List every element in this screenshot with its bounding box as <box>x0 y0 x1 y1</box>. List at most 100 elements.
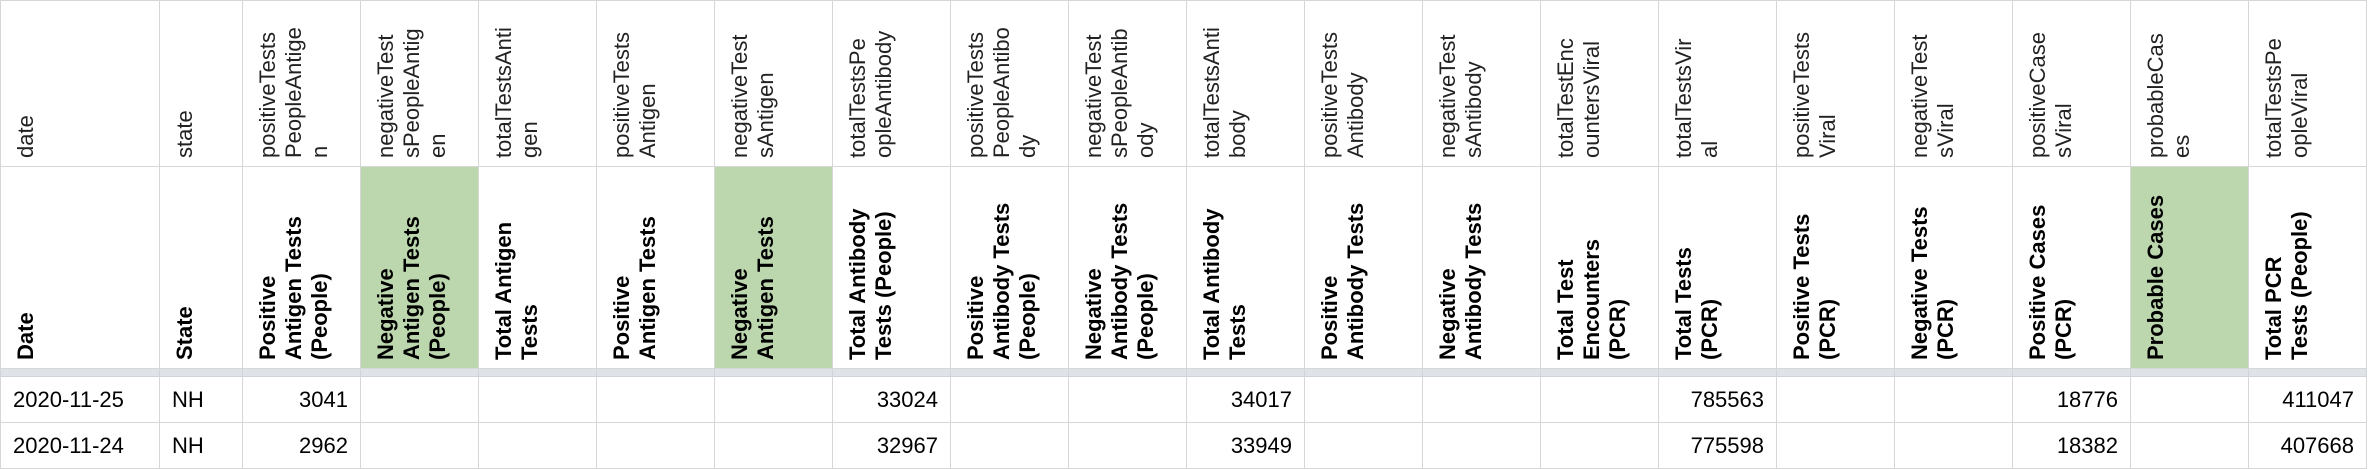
freeze-divider-cell <box>1894 368 2013 377</box>
column-label-cell[interactable]: Positive Antibody Tests <box>1304 166 1423 369</box>
table-cell[interactable] <box>478 376 597 423</box>
table-cell[interactable]: 2020-11-24 <box>0 422 160 469</box>
column-label-cell[interactable]: Negative Antigen Tests (People) <box>360 166 479 369</box>
freeze-divider-cell <box>2130 368 2249 377</box>
field-name-cell[interactable]: totalTestsAnti body <box>1186 0 1305 167</box>
freeze-divider-cell <box>950 368 1069 377</box>
freeze-divider-cell <box>0 368 160 377</box>
freeze-divider-cell <box>159 368 243 377</box>
column-label-cell[interactable]: Total PCR Tests (People) <box>2248 166 2367 369</box>
header-text: Positive Antigen Tests (People) <box>255 216 332 360</box>
field-name-cell[interactable]: state <box>159 0 243 167</box>
column-label-cell[interactable]: Negative Tests (PCR) <box>1894 166 2013 369</box>
field-name-cell[interactable]: date <box>0 0 160 167</box>
column-label-cell[interactable]: Negative Antibody Tests (People) <box>1068 166 1187 369</box>
table-cell[interactable] <box>1540 422 1659 469</box>
table-cell[interactable] <box>1776 376 1895 423</box>
field-name-cell[interactable]: positiveTests Viral <box>1776 0 1895 167</box>
field-name-cell[interactable]: totalTestsVir al <box>1658 0 1777 167</box>
table-cell[interactable]: 33024 <box>832 376 951 423</box>
field-name-cell[interactable]: negativeTest sPeopleAntib ody <box>1068 0 1187 167</box>
field-name-cell[interactable]: totalTestsPe opleAntibody <box>832 0 951 167</box>
field-name-cell[interactable]: positiveTests Antigen <box>596 0 715 167</box>
header-text: Total Antigen Tests <box>491 221 542 360</box>
table-cell[interactable]: 407668 <box>2248 422 2367 469</box>
table-cell[interactable] <box>596 376 715 423</box>
table-cell[interactable] <box>1304 376 1423 423</box>
field-name-cell[interactable]: negativeTest sAntigen <box>714 0 833 167</box>
table-cell[interactable] <box>950 422 1069 469</box>
freeze-divider-cell <box>1068 368 1187 377</box>
column-label-cell[interactable]: Probable Cases <box>2130 166 2249 369</box>
table-cell[interactable] <box>1540 376 1659 423</box>
field-name-cell[interactable]: totalTestsPe opleViral <box>2248 0 2367 167</box>
table-cell[interactable] <box>1068 422 1187 469</box>
field-name-cell[interactable]: probableCas es <box>2130 0 2249 167</box>
column-label-cell[interactable]: Negative Antibody Tests <box>1422 166 1541 369</box>
table-cell[interactable] <box>950 376 1069 423</box>
table-cell[interactable]: 3041 <box>242 376 361 423</box>
table-cell[interactable]: 2962 <box>242 422 361 469</box>
column-label-cell[interactable]: Positive Antigen Tests (People) <box>242 166 361 369</box>
table-cell[interactable] <box>1422 376 1541 423</box>
field-name-cell[interactable]: positiveTests PeopleAntibo dy <box>950 0 1069 167</box>
column-label-cell[interactable]: Total Tests (PCR) <box>1658 166 1777 369</box>
field-name-row: date state positiveTests PeopleAntige n neg… <box>0 0 2367 167</box>
header-text: Positive Tests (PCR) <box>1789 213 1840 360</box>
table-cell[interactable] <box>2130 376 2249 423</box>
freeze-divider-cell <box>1422 368 1541 377</box>
column-label-cell[interactable]: Negative Antigen Tests <box>714 166 833 369</box>
table-cell[interactable] <box>1304 422 1423 469</box>
table-cell[interactable] <box>1776 422 1895 469</box>
table-cell[interactable] <box>1068 376 1187 423</box>
table-cell[interactable] <box>714 422 833 469</box>
table-cell[interactable] <box>478 422 597 469</box>
table-cell[interactable] <box>1422 422 1541 469</box>
table-cell[interactable]: 2020-11-25 <box>0 376 160 423</box>
freeze-divider[interactable] <box>0 368 2367 377</box>
column-label-cell[interactable]: Positive Cases (PCR) <box>2012 166 2131 369</box>
field-name-cell[interactable]: negativeTest sViral <box>1894 0 2013 167</box>
table-cell[interactable] <box>596 422 715 469</box>
column-label-cell[interactable]: Positive Tests (PCR) <box>1776 166 1895 369</box>
table-cell[interactable]: 18382 <box>2012 422 2131 469</box>
table-cell[interactable]: 34017 <box>1186 376 1305 423</box>
field-name-cell[interactable]: positiveTests PeopleAntige n <box>242 0 361 167</box>
table-cell[interactable] <box>360 376 479 423</box>
header-text: Probable Cases <box>2143 194 2168 360</box>
table-cell[interactable]: NH <box>159 422 243 469</box>
column-label-cell[interactable]: Positive Antigen Tests <box>596 166 715 369</box>
column-label-cell[interactable]: Total Antibody Tests (People) <box>832 166 951 369</box>
field-name-cell[interactable]: totalTestsAnti gen <box>478 0 597 167</box>
column-label-cell[interactable]: State <box>159 166 243 369</box>
freeze-divider-cell <box>596 368 715 377</box>
column-label-cell[interactable]: Total Antigen Tests <box>478 166 597 369</box>
header-text: Negative Antigen Tests (People) <box>373 216 450 360</box>
field-name-cell[interactable]: totalTestEnc ountersViral <box>1540 0 1659 167</box>
table-cell[interactable]: 33949 <box>1186 422 1305 469</box>
table-cell[interactable] <box>1894 422 2013 469</box>
column-label-cell[interactable]: Date <box>0 166 160 369</box>
table-cell[interactable]: 785563 <box>1658 376 1777 423</box>
table-cell[interactable]: 32967 <box>832 422 951 469</box>
table-cell[interactable]: 411047 <box>2248 376 2367 423</box>
table-cell[interactable] <box>360 422 479 469</box>
table-cell[interactable] <box>714 376 833 423</box>
table-cell[interactable] <box>1894 376 2013 423</box>
table-cell[interactable]: 18776 <box>2012 376 2131 423</box>
freeze-divider-cell <box>1658 368 1777 377</box>
cell-value: 2962 <box>299 433 348 458</box>
column-label-cell[interactable]: Total Antibody Tests <box>1186 166 1305 369</box>
column-label-cell[interactable]: Total Test Encounters (PCR) <box>1540 166 1659 369</box>
header-text: negativeTest sPeopleAntib ody <box>1081 28 1158 158</box>
field-name-cell[interactable]: positiveCase sViral <box>2012 0 2131 167</box>
header-text: positiveTests Viral <box>1789 32 1840 158</box>
table-cell[interactable]: 775598 <box>1658 422 1777 469</box>
table-cell[interactable] <box>2130 422 2249 469</box>
column-label-cell[interactable]: Positive Antibody Tests (People) <box>950 166 1069 369</box>
field-name-cell[interactable]: negativeTest sPeopleAntig en <box>360 0 479 167</box>
field-name-cell[interactable]: positiveTests Antibody <box>1304 0 1423 167</box>
field-name-cell[interactable]: negativeTest sAntibody <box>1422 0 1541 167</box>
table-cell[interactable]: NH <box>159 376 243 423</box>
